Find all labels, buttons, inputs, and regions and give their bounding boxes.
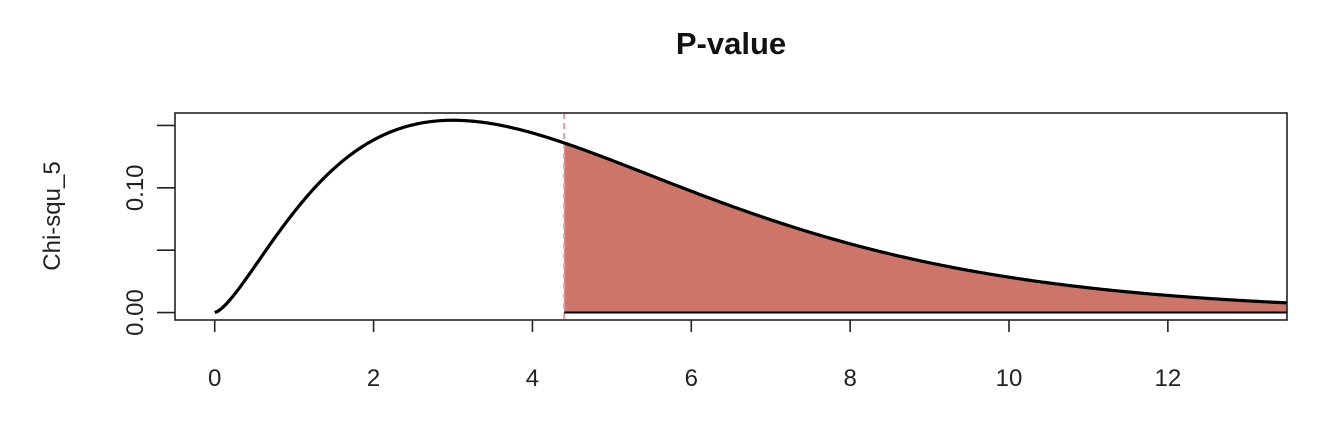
x-tick-label: 4 bbox=[526, 365, 539, 392]
x-tick-label: 6 bbox=[685, 365, 698, 392]
x-tick-label: 2 bbox=[367, 365, 380, 392]
chart-title: P-value bbox=[676, 26, 786, 61]
p-value-area bbox=[564, 142, 1287, 313]
plot-frame bbox=[174, 112, 1288, 321]
x-tick-label: 10 bbox=[996, 365, 1023, 392]
y-tick-label: 0.00 bbox=[122, 289, 149, 336]
x-tick-label: 0 bbox=[208, 365, 221, 392]
y-tick-label: 0.10 bbox=[122, 164, 149, 211]
x-tick-label: 8 bbox=[843, 365, 856, 392]
x-tick-label: 12 bbox=[1155, 365, 1182, 392]
y-axis: 0.00 0.10 bbox=[122, 124, 175, 336]
x-axis: 0 2 4 6 8 10 12 bbox=[208, 320, 1181, 392]
shaded-tail-region bbox=[564, 142, 1287, 313]
density-curve bbox=[214, 118, 1288, 315]
y-axis-label: Chi-squ_5 bbox=[39, 161, 66, 270]
